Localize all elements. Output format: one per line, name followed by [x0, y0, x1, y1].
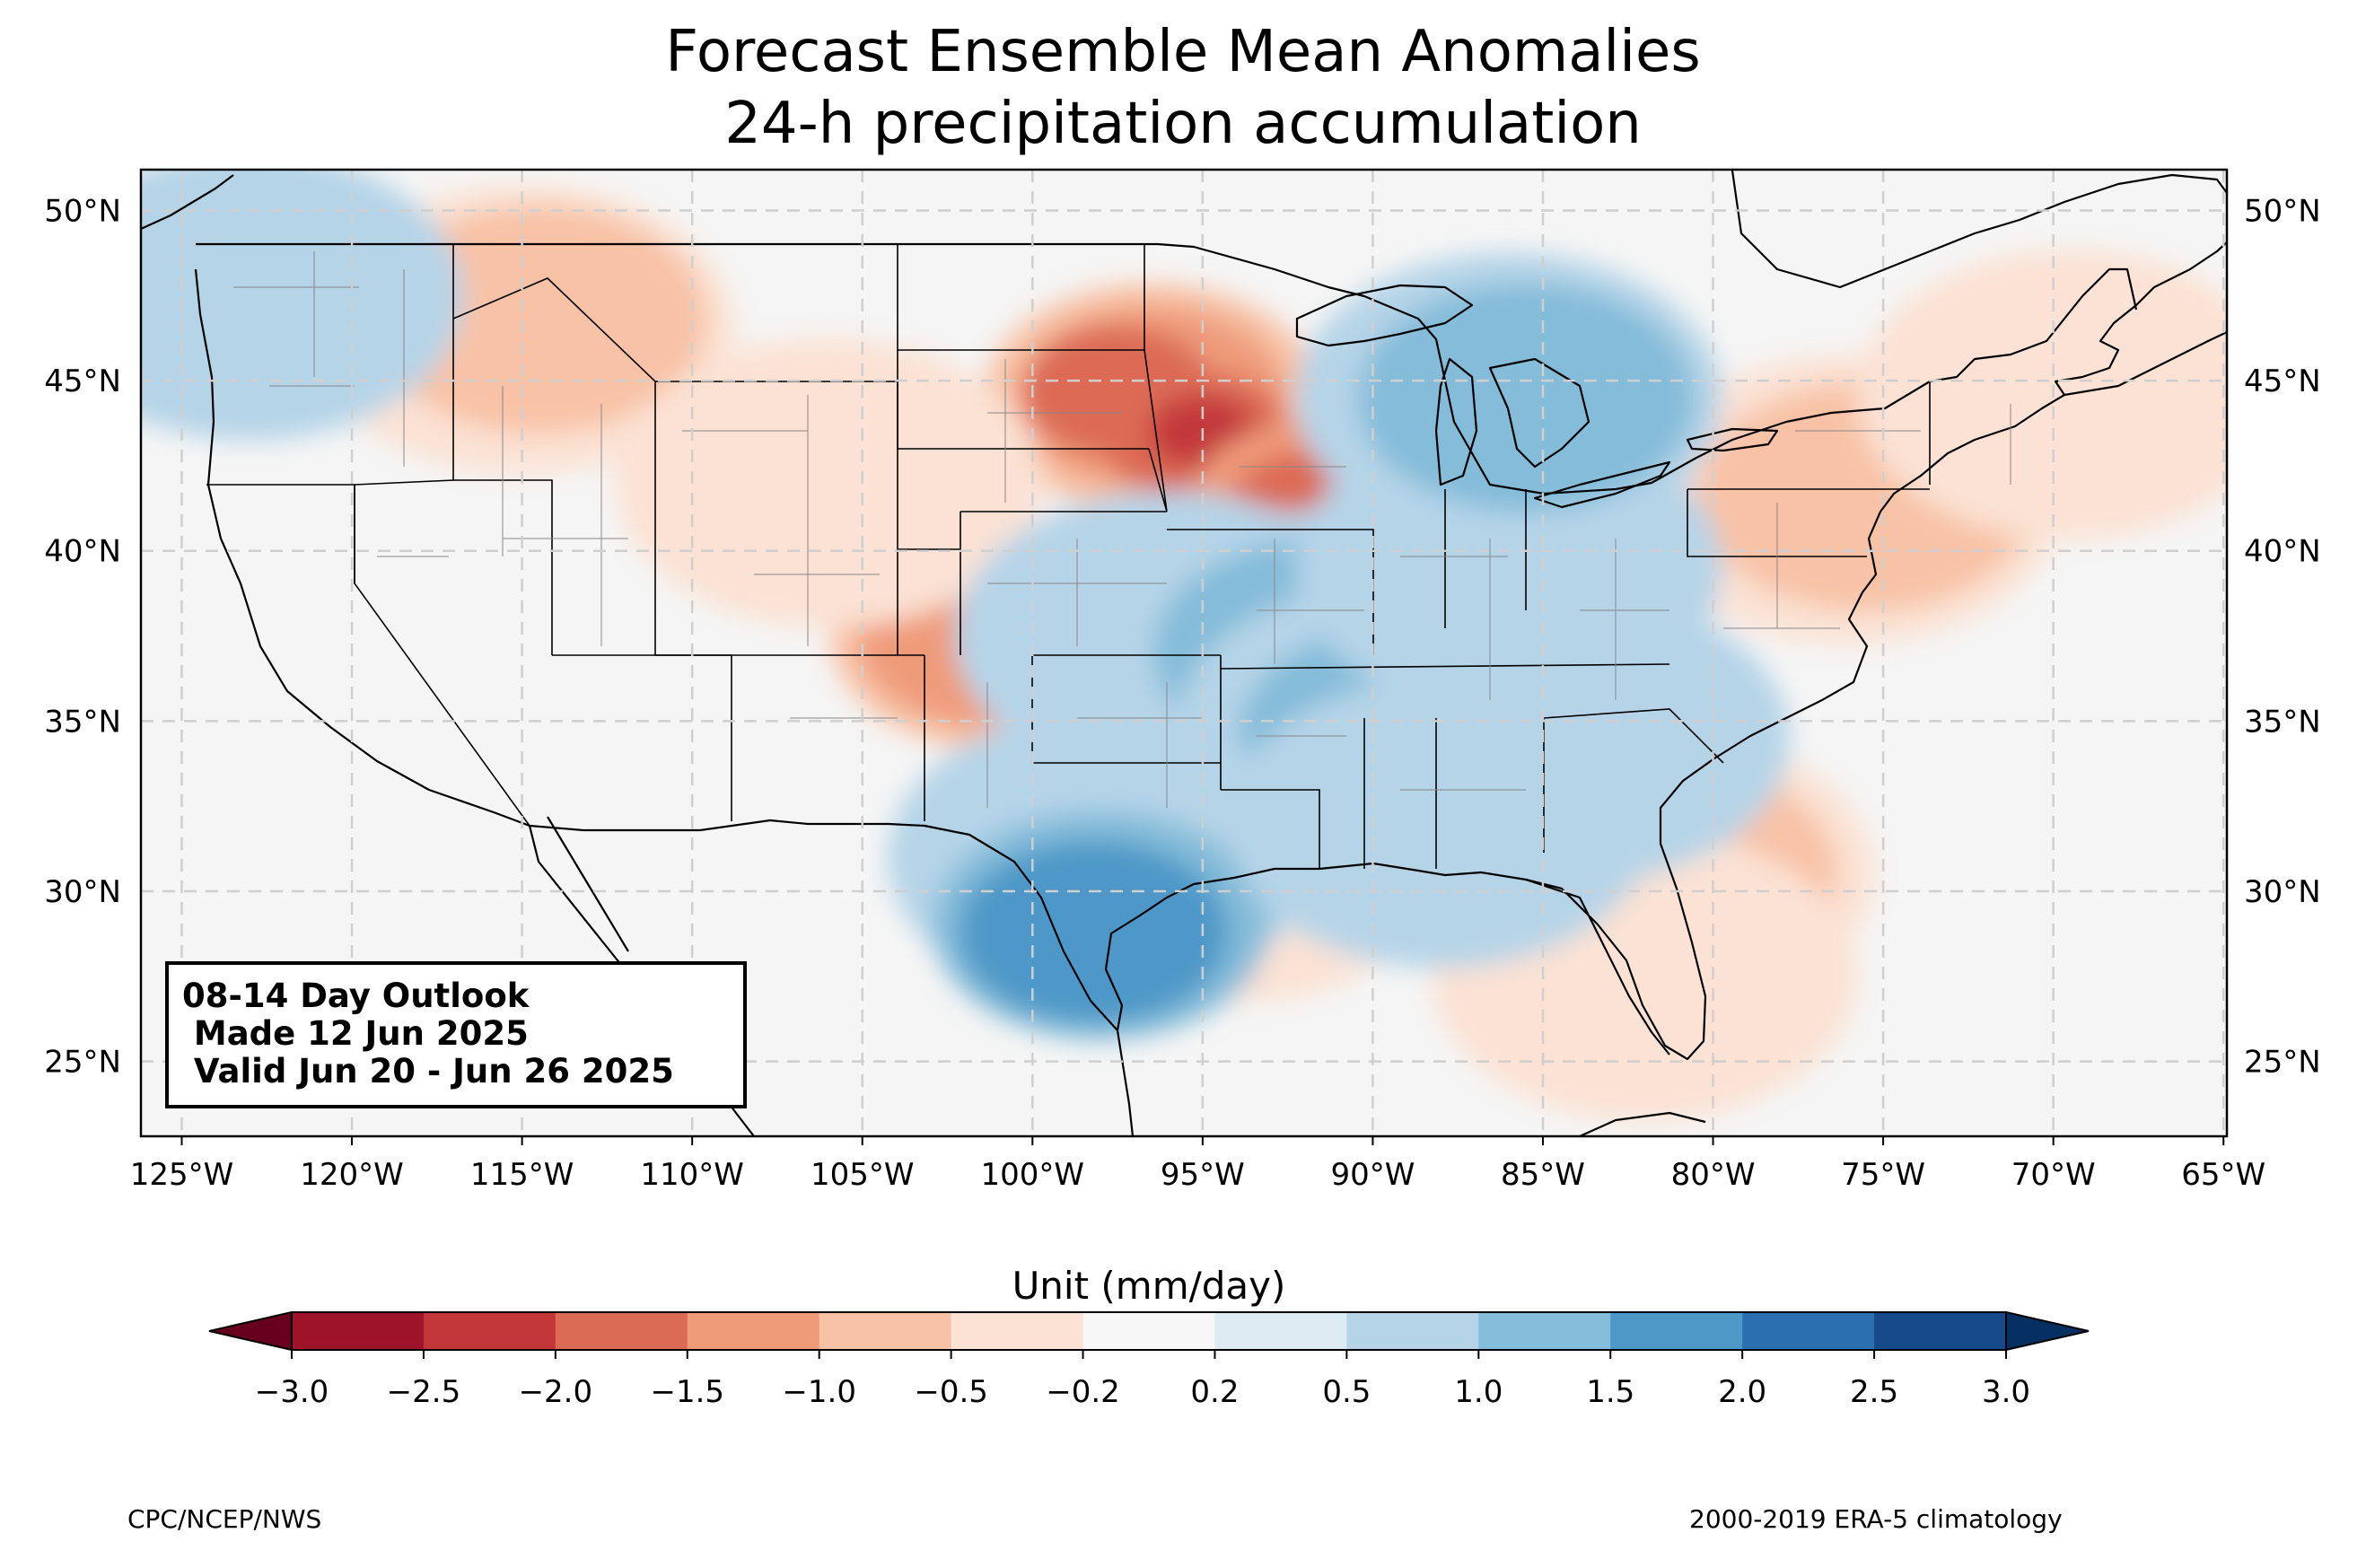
colorbar-bin-5 [951, 1312, 1084, 1350]
colorbar-tick-label: 2.5 [1850, 1374, 1898, 1410]
colorbar-tick-label: −1.0 [782, 1374, 856, 1410]
gulf-of-california [547, 816, 629, 952]
colorbar-tick-label: 3.0 [1982, 1374, 2030, 1410]
colorbar-tick-label: −3.0 [255, 1374, 329, 1410]
anomaly-area-18 [615, 337, 1042, 628]
mexico-gulf-coast [1116, 1029, 1135, 1136]
lat-tick-label-left: 25°N [44, 1045, 121, 1081]
outlook-made-date: Made 12 Jun 2025 [182, 1014, 529, 1053]
lat-tick-labels-right: 50°N 45°N 40°N 35°N 30°N 25°N [2244, 194, 2321, 1081]
lat-tick-label-left: 35°N [44, 704, 121, 740]
lon-tick-label: 105°W [811, 1157, 915, 1193]
footer-climatology: 2000-2019 ERA-5 climatology [1689, 1504, 2063, 1534]
canada-east-coast [1731, 170, 2227, 289]
cuba [1579, 1111, 1706, 1136]
anomaly-area-26 [1357, 283, 1695, 512]
colorbar-tick-label: −0.2 [1046, 1374, 1120, 1410]
lon-tick-label: 115°W [470, 1157, 574, 1193]
colorbar-tick-label: 1.5 [1586, 1374, 1634, 1410]
outlook-box: 08-14 Day Outlook Made 12 Jun 2025 Valid… [165, 961, 747, 1108]
us-outline [194, 241, 2227, 1061]
colorbar-tick-label: 0.5 [1322, 1374, 1371, 1410]
lon-tick-label: 70°W [2011, 1157, 2096, 1193]
colorbar-under-arrow [208, 1310, 293, 1352]
colorbar-bin-8 [1346, 1312, 1479, 1350]
colorbar-bin-9 [1478, 1312, 1611, 1350]
florida-coast [1525, 878, 1670, 1056]
footer-source: CPC/NCEP/NWS [127, 1504, 322, 1534]
lat-tick-label-left: 45°N [44, 364, 121, 399]
lat-tick-label-right: 25°N [2244, 1045, 2321, 1081]
colorbar-bin-1 [423, 1312, 556, 1350]
west-coast-canada [141, 174, 234, 231]
lon-tick-label: 65°W [2181, 1157, 2265, 1193]
lon-tick-labels: 125°W 120°W 115°W 110°W 105°W 100°W 95°W 90°W 85… [130, 1136, 2265, 1193]
colorbar-bin-0 [292, 1312, 425, 1350]
lon-tick-label: 85°W [1501, 1157, 1585, 1193]
nova-scotia [2064, 331, 2227, 397]
lat-tick-label-left: 30°N [44, 874, 121, 910]
lat-tick-labels-left: 50°N 45°N 40°N 35°N 30°N 25°N [44, 194, 121, 1081]
lake-michigan [1434, 357, 1478, 486]
colorbar-label: Unit (mm/day) [1012, 1264, 1286, 1308]
colorbar-frame [291, 1311, 2007, 1351]
colorbar-bin-2 [555, 1312, 688, 1350]
colorbar-tick-label: −0.5 [914, 1374, 988, 1410]
colorbar-tick-label: 1.0 [1454, 1374, 1503, 1410]
lon-tick-label: 80°W [1671, 1157, 1756, 1193]
colorbar-tick-label: −1.5 [650, 1374, 724, 1410]
colorbar-tick-label: 2.0 [1718, 1374, 1766, 1410]
colorbar-bin-7 [1214, 1312, 1347, 1350]
colorbar-bin-11 [1742, 1312, 1875, 1350]
anomaly-area-17 [1857, 249, 2227, 539]
lat-tick-label-right: 40°N [2244, 534, 2321, 570]
lon-tick-label: 120°W [300, 1157, 404, 1193]
lon-tick-label: 110°W [640, 1157, 744, 1193]
colorbar-tick-label: −2.5 [387, 1374, 461, 1410]
anomaly-area-29 [959, 840, 1229, 1024]
lat-tick-label-right: 30°N [2244, 874, 2321, 910]
lon-tick-label: 95°W [1161, 1157, 1245, 1193]
colorbar-bin-10 [1610, 1312, 1743, 1350]
lat-tick-label-right: 45°N [2244, 364, 2321, 399]
colorbar-tick-label: −2.0 [519, 1374, 593, 1410]
lon-tick-label: 75°W [1841, 1157, 1925, 1193]
lake-erie [1533, 460, 1671, 509]
anomaly-area-32 [141, 170, 463, 441]
colorbar-over-arrow [2005, 1310, 2090, 1352]
colorbar-bin-4 [819, 1312, 952, 1350]
outlook-valid-range: Valid Jun 20 - Jun 26 2025 [182, 1052, 674, 1091]
lat-tick-label-left: 40°N [44, 534, 121, 570]
colorbar-bin-6 [1082, 1312, 1215, 1350]
lat-tick-label-right: 35°N [2244, 704, 2321, 740]
title-line-2: 24-h precipitation accumulation [724, 91, 1642, 157]
lake-huron [1488, 357, 1590, 469]
colorbar-tick-label: 0.2 [1190, 1374, 1239, 1410]
lon-tick-label: 100°W [981, 1157, 1085, 1193]
lat-tick-label-left: 50°N [44, 194, 121, 230]
title-line-1: Forecast Ensemble Mean Anomalies [665, 19, 1701, 85]
colorbar-bin-3 [687, 1312, 820, 1350]
lat-tick-label-right: 50°N [2244, 194, 2321, 230]
lon-tick-label: 90°W [1330, 1157, 1415, 1193]
us-canada-border [196, 242, 2138, 495]
lon-tick-label: 125°W [130, 1157, 234, 1193]
lake-ontario [1686, 427, 1779, 452]
anomaly-area-31 [1363, 592, 1791, 883]
map-frame [139, 168, 2229, 1138]
lake-superior [1295, 284, 1474, 347]
colorbar: −3.0 −2.5 −2.0 −1.5 −1.0 −0.5 −0.2 0.2 0.5 1.0 1.5… [208, 1310, 2090, 1410]
county-borders [233, 251, 2011, 808]
outlook-title: 08-14 Day Outlook [182, 977, 530, 1015]
colorbar-bin-12 [1874, 1312, 2007, 1350]
